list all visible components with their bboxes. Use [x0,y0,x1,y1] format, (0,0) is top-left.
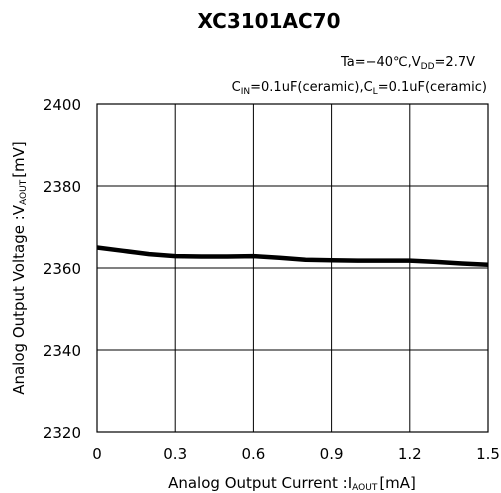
x-tick-label: 0 [92,445,102,463]
test-conditions-line2: CIN=0.1uF(ceramic),CL=0.1uF(ceramic) [232,80,487,97]
x-tick-label: 1.5 [476,445,500,463]
y-tick-label: 2360 [43,260,81,278]
data-series [96,245,489,267]
y-tick-labels: 2320 2340 2360 2380 2400 [43,96,81,442]
y-tick-label: 2320 [43,424,81,442]
test-conditions-line1: Ta=−40℃,VDD=2.7V [340,55,475,72]
chart-title: XC3101AC70 [197,9,340,33]
x-tick-label: 0.6 [241,445,265,463]
y-tick-label: 2340 [43,342,81,360]
y-tick-label: 2400 [43,96,81,114]
x-tick-label: 0.3 [163,445,187,463]
x-tick-labels: 0 0.3 0.6 0.9 1.2 1.5 [92,445,500,463]
plot-area-frame [96,103,489,433]
x-axis-label: Analog Output Current :IAOUT [mA] [168,474,416,493]
x-tick-label: 0.9 [320,445,344,463]
y-axis-label: Analog Output Voltage :VAOUT[mV] [10,141,29,395]
series-line [96,245,489,267]
plot-grid [96,103,489,433]
x-tick-label: 1.2 [398,445,422,463]
y-tick-label: 2380 [43,178,81,196]
